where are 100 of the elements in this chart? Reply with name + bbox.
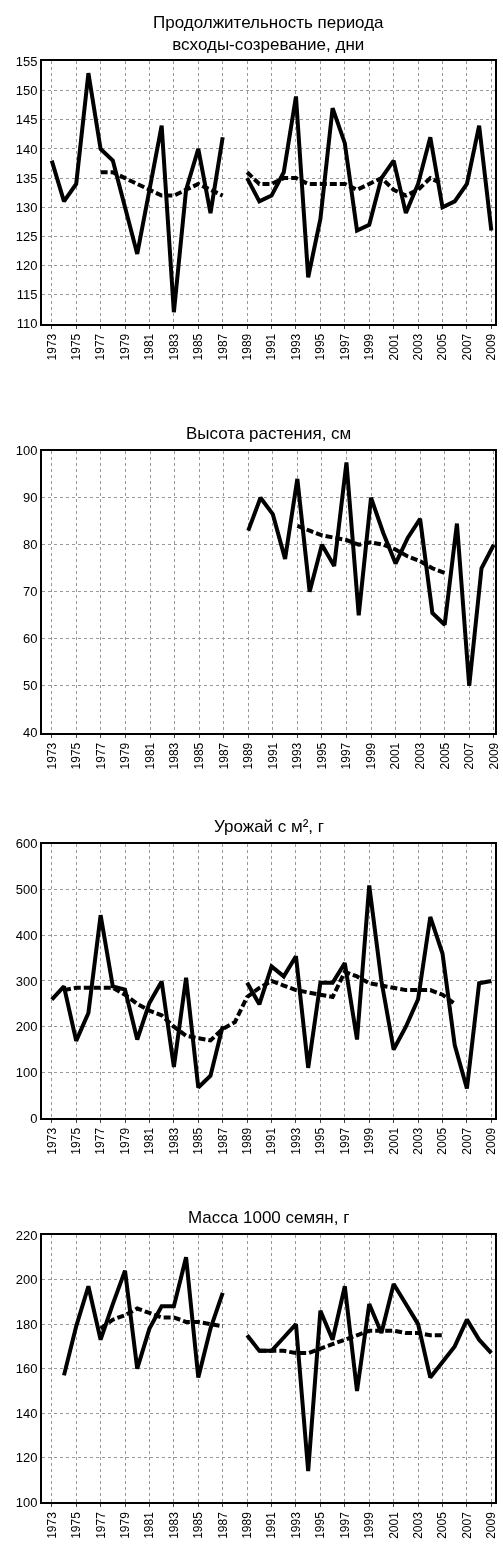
x-tick-label: 1981 — [142, 1127, 157, 1155]
y-tick-label: 115 — [16, 287, 38, 303]
x-tick-label: 1993 — [290, 742, 305, 770]
x-tick-label: 1999 — [362, 1511, 377, 1539]
x-tick-label: 1997 — [339, 742, 354, 770]
x-tick-label: 2005 — [435, 333, 450, 361]
x-tick-label: 1989 — [240, 333, 255, 361]
x-tick-label: 1989 — [240, 1127, 255, 1155]
x-tick-label: 1987 — [215, 1511, 230, 1539]
x-tick-label: 1973 — [44, 742, 59, 770]
x-tick-label: 1989 — [240, 1511, 255, 1539]
x-tick-label: 1997 — [337, 1127, 352, 1155]
x-tick-label: 1997 — [337, 1511, 352, 1539]
x-tick-label: 1995 — [313, 333, 328, 361]
x-tick-label: 1985 — [191, 333, 206, 361]
y-tick-label: 100 — [15, 1064, 38, 1080]
y-tick-label: 135 — [15, 170, 38, 186]
y-tick-label: 120 — [15, 258, 38, 274]
y-tick-label: 140 — [15, 1405, 38, 1421]
x-tick-label: 2001 — [388, 742, 403, 770]
x-tick-label: 2009 — [486, 742, 501, 770]
line-series — [295, 523, 447, 575]
x-tick-label: 1987 — [215, 333, 230, 361]
x-tick-label: 1977 — [93, 742, 108, 770]
x-tick-label: 1991 — [264, 1127, 279, 1155]
x-tick-label: 2003 — [410, 333, 425, 361]
x-tick-label: 1975 — [69, 1127, 84, 1155]
x-tick-label: 1979 — [117, 1511, 132, 1539]
x-tick-label: 2005 — [435, 1127, 450, 1155]
x-tick-label: 1973 — [44, 1511, 59, 1539]
x-tick-label: 1993 — [288, 1127, 303, 1155]
x-tick-label: 1979 — [118, 742, 133, 770]
y-tick-label: 600 — [15, 836, 38, 852]
x-tick-label: 1973 — [44, 333, 59, 361]
x-tick-label: 1977 — [93, 1127, 108, 1155]
x-tick-label: 2003 — [410, 1127, 425, 1155]
x-tick-label: 1999 — [362, 333, 377, 361]
x-tick-label: 1993 — [288, 1511, 303, 1539]
x-tick-label: 2005 — [437, 742, 452, 770]
y-tick-label: 300 — [15, 973, 38, 989]
y-tick-label: 90 — [22, 490, 38, 506]
y-tick-label: 70 — [22, 584, 38, 600]
y-tick-label: 180 — [15, 1316, 38, 1332]
x-tick-label: 1977 — [93, 1511, 108, 1539]
y-tick-label: 120 — [15, 1450, 38, 1466]
x-tick-label: 1995 — [313, 1511, 328, 1539]
x-tick-label: 1993 — [288, 333, 303, 361]
x-tick-label: 2005 — [435, 1511, 450, 1539]
x-tick-label: 1991 — [264, 1511, 279, 1539]
y-tick-label: 0 — [30, 1110, 38, 1126]
y-tick-label: 125 — [15, 228, 38, 244]
chart-title: Высота растения, см — [186, 424, 352, 443]
x-tick-label: 2007 — [462, 742, 477, 770]
x-tick-label: 1979 — [117, 333, 132, 361]
y-tick-label: 100 — [15, 1494, 38, 1510]
y-tick-label: 130 — [15, 199, 38, 215]
x-tick-label: 1991 — [265, 742, 280, 770]
chart-title: Урожай с м², г — [214, 817, 325, 836]
y-tick-label: 40 — [22, 725, 38, 741]
x-tick-label: 1983 — [167, 742, 182, 770]
x-tick-label: 1997 — [337, 333, 352, 361]
y-tick-label: 220 — [15, 1227, 38, 1243]
x-tick-label: 2001 — [386, 1127, 401, 1155]
y-tick-label: 100 — [15, 443, 38, 459]
x-tick-label: 1981 — [142, 742, 157, 770]
y-tick-label: 50 — [22, 678, 38, 694]
x-tick-label: 1981 — [142, 333, 157, 361]
x-tick-label: 1983 — [166, 1511, 181, 1539]
x-tick-label: 2001 — [386, 333, 401, 361]
x-tick-label: 2001 — [386, 1511, 401, 1539]
x-tick-label: 1973 — [44, 1127, 59, 1155]
x-tick-label: 2007 — [459, 1511, 474, 1539]
x-tick-label: 2007 — [459, 1127, 474, 1155]
x-tick-label: 1975 — [69, 333, 84, 361]
y-tick-label: 110 — [16, 316, 38, 332]
x-tick-label: 1985 — [191, 1511, 206, 1539]
x-tick-label: 1987 — [215, 1127, 230, 1155]
x-tick-label: 2009 — [484, 1511, 499, 1539]
y-tick-label: 500 — [15, 882, 38, 898]
x-tick-label: 1981 — [142, 1511, 157, 1539]
x-tick-label: 1975 — [69, 1511, 84, 1539]
x-tick-label: 1979 — [117, 1127, 132, 1155]
x-tick-label: 1995 — [313, 1127, 328, 1155]
x-tick-label: 2009 — [484, 333, 499, 361]
x-tick-label: 2009 — [484, 1127, 499, 1155]
x-tick-label: 1985 — [192, 742, 207, 770]
x-tick-label: 1983 — [166, 1127, 181, 1155]
x-tick-label: 1987 — [216, 742, 231, 770]
x-tick-label: 1991 — [264, 333, 279, 361]
x-tick-label: 1985 — [191, 1127, 206, 1155]
x-tick-label: 2003 — [410, 1511, 425, 1539]
y-tick-label: 145 — [15, 112, 38, 128]
y-tick-label: 155 — [15, 54, 38, 70]
x-tick-label: 1995 — [314, 742, 329, 770]
y-tick-label: 200 — [15, 1019, 38, 1035]
y-tick-label: 200 — [15, 1272, 38, 1288]
x-tick-label: 1989 — [241, 742, 256, 770]
y-tick-label: 80 — [22, 537, 38, 553]
x-tick-label: 1983 — [166, 333, 181, 361]
x-tick-label: 1999 — [363, 742, 378, 770]
